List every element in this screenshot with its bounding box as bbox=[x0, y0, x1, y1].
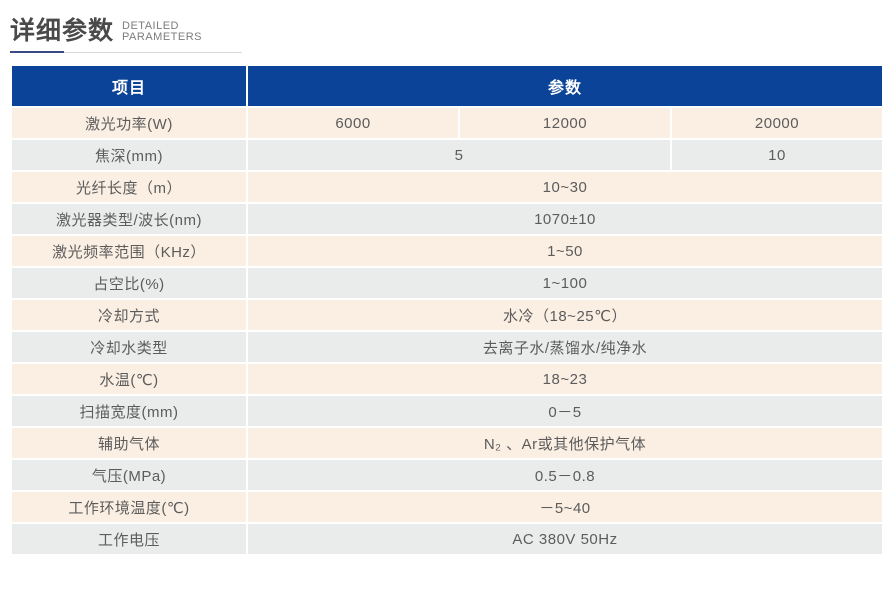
param-label-cell: 激光功率(W) bbox=[12, 108, 246, 138]
param-value-cell: 0.5－0.8 bbox=[248, 460, 882, 490]
table-row: 冷却水类型 去离子水/蒸馏水/纯净水 bbox=[12, 332, 882, 362]
table-row: 冷却方式 水冷（18~25℃） bbox=[12, 300, 882, 330]
title-underline-accent bbox=[10, 51, 64, 53]
param-value-cell: 18~23 bbox=[248, 364, 882, 394]
table-row: 工作电压 AC 380V 50Hz bbox=[12, 524, 882, 554]
param-value-cell: 去离子水/蒸馏水/纯净水 bbox=[248, 332, 882, 362]
table-header-row: 项目 参数 bbox=[12, 66, 882, 106]
table-row: 激光频率范围（KHz） 1~50 bbox=[12, 236, 882, 266]
param-value-cell: －5~40 bbox=[248, 492, 882, 522]
param-label-cell: 焦深(mm) bbox=[12, 140, 246, 170]
param-label-cell: 辅助气体 bbox=[12, 428, 246, 458]
table-row: 工作环境温度(℃) －5~40 bbox=[12, 492, 882, 522]
param-label-cell: 工作环境温度(℃) bbox=[12, 492, 246, 522]
table-row: 扫描宽度(mm) 0－5 bbox=[12, 396, 882, 426]
table-row: 激光器类型/波长(nm) 1070±10 bbox=[12, 204, 882, 234]
section-title-en: DETAILED PARAMETERS bbox=[122, 21, 202, 43]
param-value-cell: AC 380V 50Hz bbox=[248, 524, 882, 554]
param-value-cell: 1~100 bbox=[248, 268, 882, 298]
param-label-cell: 激光频率范围（KHz） bbox=[12, 236, 246, 266]
param-value-cell: 20000 bbox=[672, 108, 882, 138]
table-row: 激光功率(W) 6000 12000 20000 bbox=[12, 108, 882, 138]
param-value-cell: 10 bbox=[672, 140, 882, 170]
section-title: 详细参数 DETAILED PARAMETERS bbox=[10, 8, 884, 44]
header-cell-item: 项目 bbox=[12, 66, 246, 106]
param-label-cell: 光纤长度（m） bbox=[12, 172, 246, 202]
param-value-cell: N₂ 、Ar或其他保护气体 bbox=[248, 428, 882, 458]
param-value-cell: 0－5 bbox=[248, 396, 882, 426]
param-label-cell: 冷却方式 bbox=[12, 300, 246, 330]
param-label-cell: 激光器类型/波长(nm) bbox=[12, 204, 246, 234]
param-value-cell: 10~30 bbox=[248, 172, 882, 202]
param-label-cell: 扫描宽度(mm) bbox=[12, 396, 246, 426]
table-row: 占空比(%) 1~100 bbox=[12, 268, 882, 298]
param-value-cell: 1~50 bbox=[248, 236, 882, 266]
table-row: 水温(℃) 18~23 bbox=[12, 364, 882, 394]
param-value-cell: 1070±10 bbox=[248, 204, 882, 234]
param-value-cell: 12000 bbox=[460, 108, 670, 138]
param-label-cell: 水温(℃) bbox=[12, 364, 246, 394]
section-title-en-line1: DETAILED bbox=[122, 20, 179, 32]
title-underline-gray bbox=[64, 51, 242, 53]
param-label-cell: 工作电压 bbox=[12, 524, 246, 554]
section-title-en-line2: PARAMETERS bbox=[122, 31, 202, 43]
table-row: 气压(MPa) 0.5－0.8 bbox=[12, 460, 882, 490]
table-row: 光纤长度（m） 10~30 bbox=[12, 172, 882, 202]
section-title-zh: 详细参数 bbox=[10, 17, 115, 45]
title-underline bbox=[10, 51, 242, 53]
param-value-cell: 5 bbox=[248, 140, 670, 170]
param-value-cell: 6000 bbox=[248, 108, 458, 138]
param-label-cell: 占空比(%) bbox=[12, 268, 246, 298]
table-row: 焦深(mm) 5 10 bbox=[12, 140, 882, 170]
param-value-cell: 水冷（18~25℃） bbox=[248, 300, 882, 330]
header-cell-param: 参数 bbox=[248, 66, 882, 106]
table-row: 辅助气体 N₂ 、Ar或其他保护气体 bbox=[12, 428, 882, 458]
parameters-table: 项目 参数 激光功率(W) 6000 12000 20000 焦深(mm) 5 … bbox=[10, 64, 884, 556]
param-label-cell: 气压(MPa) bbox=[12, 460, 246, 490]
param-label-cell: 冷却水类型 bbox=[12, 332, 246, 362]
page: 详细参数 DETAILED PARAMETERS 项目 参数 激光功率(W) 6… bbox=[10, 8, 884, 556]
